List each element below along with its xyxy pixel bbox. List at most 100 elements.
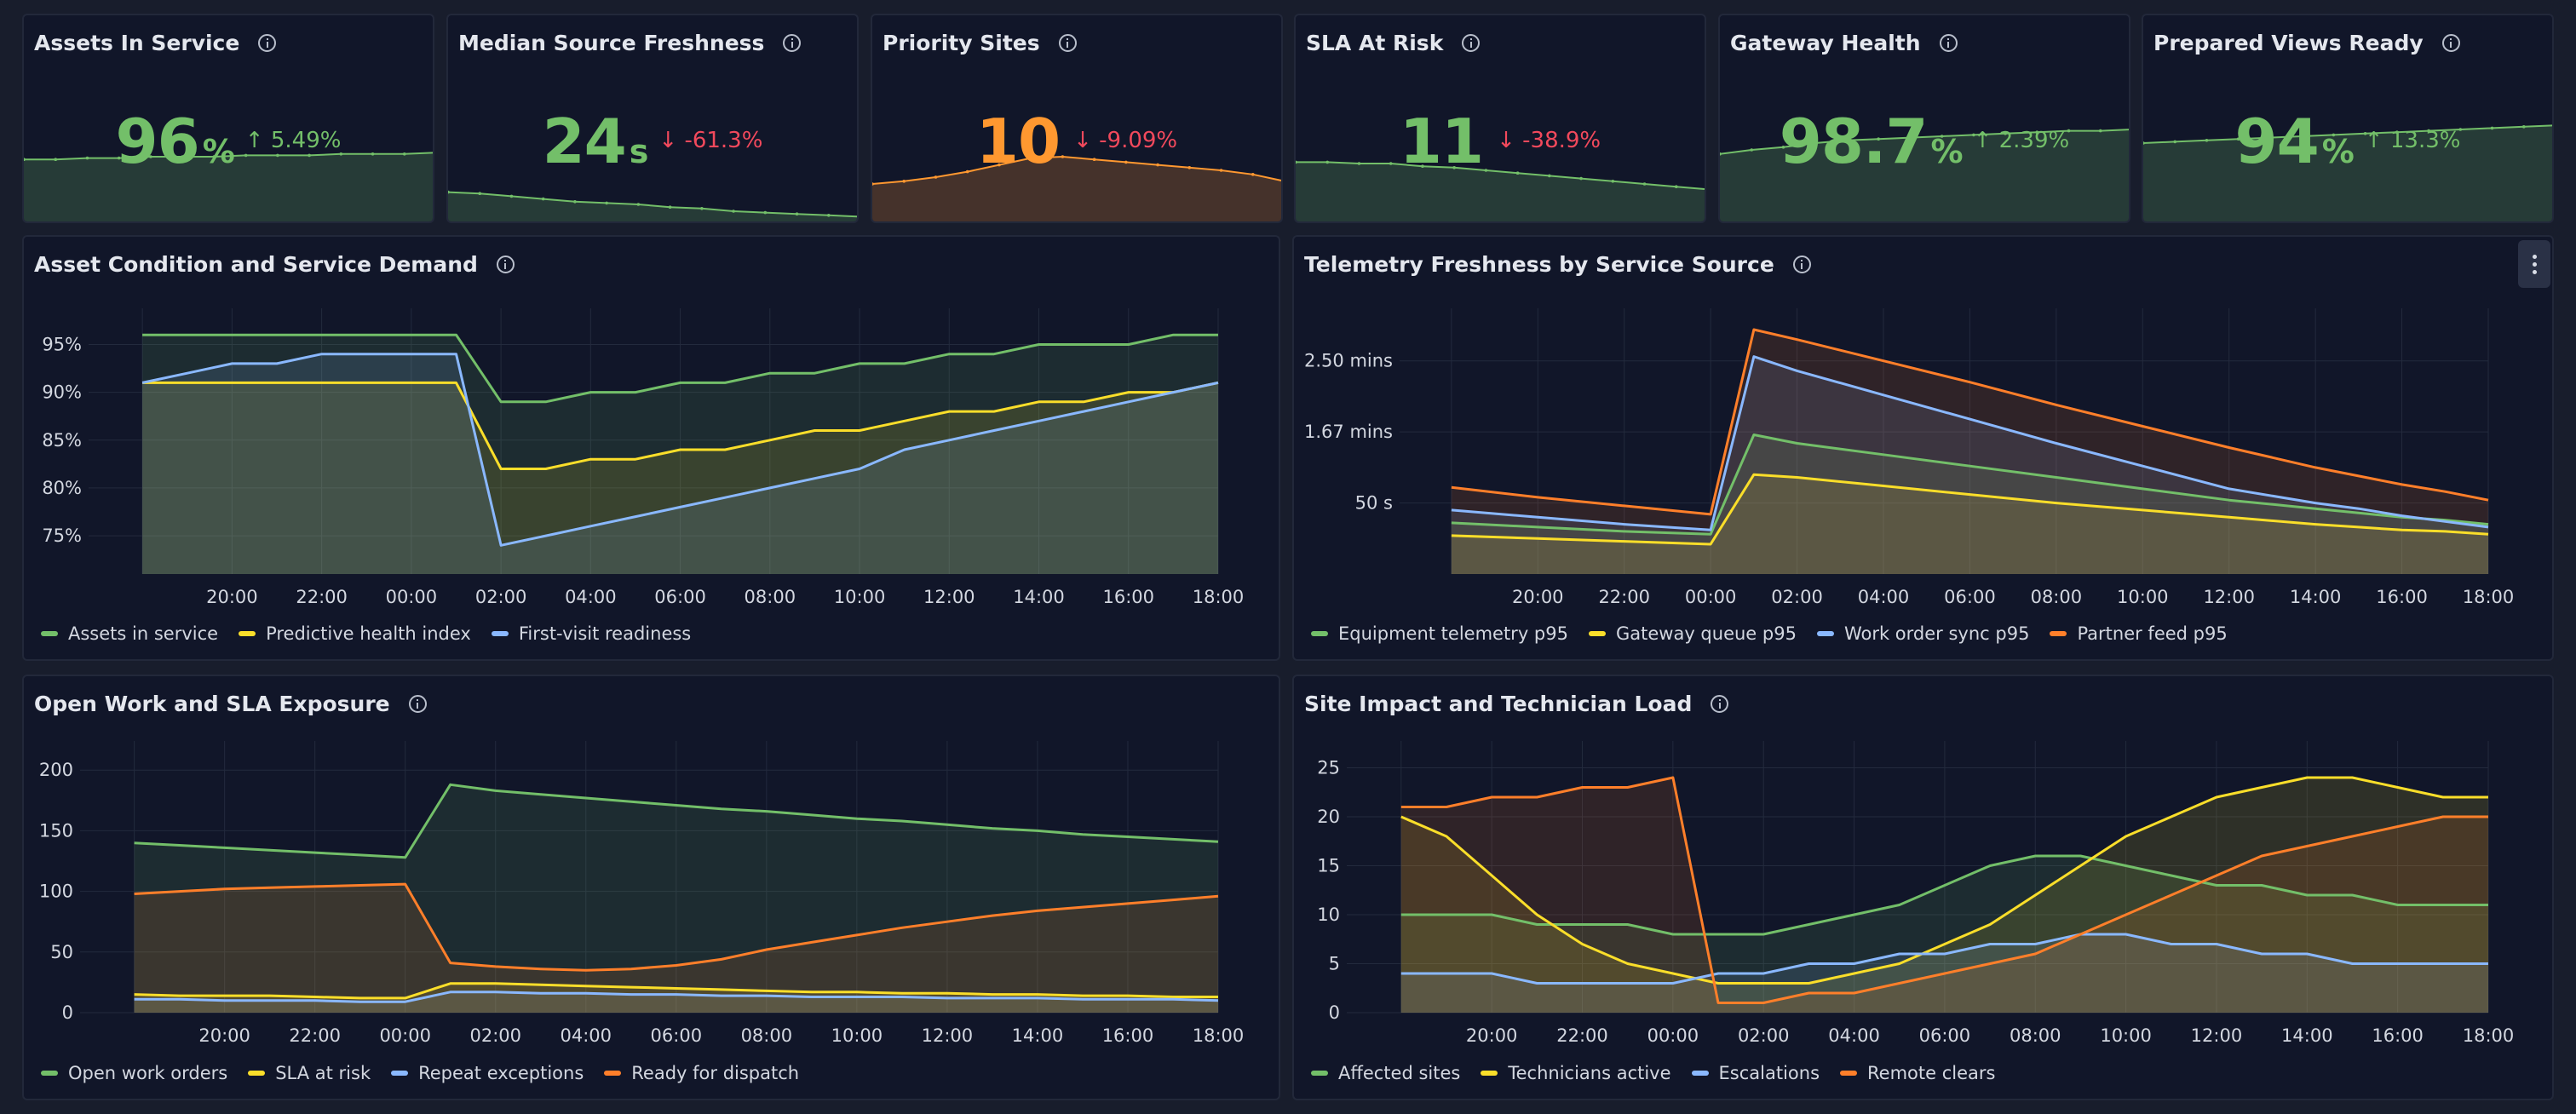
series-line[interactable] (1451, 355, 2489, 531)
sparkline-point (1877, 137, 1880, 141)
chart-panel-telemetry-freshness[interactable]: Telemetry Freshness by Service Source 50… (1292, 235, 2554, 661)
sparkline (448, 190, 857, 221)
stat-delta-text: -38.9% (1522, 128, 1601, 153)
sparkline-point (2300, 135, 2303, 138)
stat-delta-text: -61.3% (684, 128, 763, 153)
x-tick-label: 12:00 (2203, 587, 2255, 607)
chart-canvas[interactable]: 0 50 100 150 200 20:00 22:00 00:00 02:00 04:00 06:… (24, 676, 1280, 1100)
legend-label: Equipment telemetry p95 (1338, 623, 1568, 644)
stat-delta-text: 5.49% (270, 128, 342, 153)
stat-panel-priority-sites[interactable]: Priority Sites 10 ↓ -9.09% (871, 14, 1283, 223)
legend-swatch (41, 1071, 58, 1076)
sparkline-point (1813, 141, 1817, 145)
stat-panel-median-source-freshness[interactable]: Median Source Freshness 24 s ↓ -61.3% (446, 14, 859, 223)
chart-canvas[interactable]: 75% 80% 85% 90% 95% 20:00 22:00 00:00 02:00 04:00… (24, 237, 1280, 661)
info-icon[interactable] (1792, 256, 1811, 273)
panel-title: Assets In Service (34, 31, 277, 55)
info-icon[interactable] (1711, 695, 1729, 713)
sparkline-line (872, 155, 1281, 185)
x-tick-label: 00:00 (379, 1025, 431, 1046)
chart-panel-asset-condition[interactable]: Asset Condition and Service Demand 75% 80… (22, 235, 1280, 661)
legend-item[interactable]: First-visit readiness (491, 623, 691, 644)
legend-item[interactable]: Gateway queue p95 (1588, 623, 1797, 644)
chart-panel-site-impact[interactable]: Site Impact and Technician Load 0 5 10 15 20… (1292, 675, 2554, 1100)
sparkline-line (1296, 161, 1705, 191)
sparkline-point (2098, 129, 2102, 133)
series-line[interactable] (1400, 933, 2488, 985)
chart-legend: Assets in service Predictive health index… (41, 623, 691, 644)
x-tick-label: 00:00 (1647, 1025, 1699, 1046)
info-icon[interactable] (1462, 34, 1481, 52)
legend-item[interactable]: Repeat exceptions (391, 1063, 584, 1083)
legend-item[interactable]: Ready for dispatch (604, 1063, 799, 1083)
stat-panel-gateway-health[interactable]: Gateway Health 98.7% ↑ 2.39% (1718, 14, 2130, 223)
panel-menu-button[interactable] (2518, 240, 2550, 288)
chart-canvas[interactable]: 0 5 10 15 20 25 20:00 22:00 00:00 02:00 04:00 06:00… (1294, 676, 2554, 1100)
chart-legend: Equipment telemetry p95 Gateway queue p95… (1311, 623, 2228, 644)
series-line[interactable] (1400, 854, 2488, 936)
legend-item[interactable]: Escalations (1691, 1063, 1820, 1083)
legend-item[interactable]: Partner feed p95 (2050, 623, 2228, 644)
sparkline-point (2236, 137, 2240, 141)
y-tick-label: 15 (1317, 856, 1340, 876)
legend-item[interactable]: Remote clears (1840, 1063, 1995, 1083)
sparkline-point (1579, 176, 1583, 181)
sparkline-point (1389, 162, 1393, 165)
legend-item[interactable]: Predictive health index (239, 623, 471, 644)
info-icon[interactable] (496, 256, 515, 273)
series-line[interactable] (142, 381, 1219, 470)
stat-panel-prepared-views-ready[interactable]: Prepared Views Ready 94% ↑ 13.3% (2142, 14, 2554, 223)
legend-item[interactable]: Affected sites (1311, 1063, 1460, 1083)
series-line[interactable] (1451, 328, 2489, 516)
info-icon[interactable] (1939, 34, 1958, 52)
legend-swatch (41, 631, 58, 636)
stat-delta: ↑ 13.3% (2365, 128, 2461, 153)
chart-canvas[interactable]: 50 s 1.67 mins 2.50 mins 20:00 22:00 00:00 02:… (1294, 237, 2554, 661)
sparkline-point (541, 197, 545, 201)
x-tick-label: 06:00 (1919, 1025, 1971, 1046)
sparkline-point (1219, 169, 1223, 172)
info-icon[interactable] (258, 34, 277, 52)
info-icon[interactable] (2441, 34, 2460, 52)
x-tick-label: 10:00 (2117, 587, 2169, 607)
info-icon[interactable] (783, 34, 802, 52)
legend-item[interactable]: Open work orders (41, 1063, 227, 1083)
legend-item[interactable]: Technicians active (1481, 1063, 1671, 1083)
legend-item[interactable]: Equipment telemetry p95 (1311, 623, 1568, 644)
series-line[interactable] (134, 991, 1219, 1003)
series-line[interactable] (1400, 776, 2488, 985)
series-line[interactable] (134, 882, 1219, 972)
series-line[interactable] (1400, 776, 2488, 1004)
panel-title-text: Priority Sites (883, 31, 1040, 55)
stat-panel-sla-at-risk[interactable]: SLA At Risk 11 ↓ -38.9% (1294, 14, 1706, 223)
legend-item[interactable]: Assets in service (41, 623, 218, 644)
info-icon[interactable] (408, 695, 427, 713)
sparkline (872, 155, 1281, 221)
y-tick-label: 50 (50, 942, 73, 962)
series-line[interactable] (141, 353, 1219, 547)
chart-panel-open-work[interactable]: Open Work and SLA Exposure 0 50 100 150 200 2… (22, 675, 1280, 1100)
legend-swatch (1311, 1071, 1328, 1076)
legend-item[interactable]: SLA at risk (248, 1063, 371, 1083)
series-line[interactable] (142, 333, 1218, 404)
sparkline-line (448, 191, 857, 218)
series-line[interactable] (134, 982, 1218, 1000)
y-tick-label: 80% (42, 478, 82, 498)
stat-value: 96% ↑ 5.49% (24, 106, 433, 177)
sparkline-point (244, 153, 248, 158)
series-line[interactable] (1451, 434, 2489, 536)
legend-item[interactable]: Work order sync p95 (1816, 623, 2030, 644)
sparkline-point (2035, 130, 2039, 134)
sparkline-point (212, 155, 216, 158)
x-tick-label: 00:00 (1685, 587, 1737, 607)
legend-label: Assets in service (68, 623, 219, 644)
stat-delta: ↓ -9.09% (1073, 128, 1177, 153)
y-tick-label: 50 s (1355, 493, 1393, 514)
panel-title: Prepared Views Ready (2153, 31, 2460, 55)
stat-panel-assets-in-service[interactable]: Assets In Service 96% ↑ 5.49% (22, 14, 434, 223)
info-icon[interactable] (1058, 34, 1077, 52)
sparkline-point (276, 153, 279, 158)
series-line[interactable] (134, 783, 1219, 859)
legend-label: Work order sync p95 (1843, 623, 2030, 644)
series-line[interactable] (1451, 473, 2489, 546)
